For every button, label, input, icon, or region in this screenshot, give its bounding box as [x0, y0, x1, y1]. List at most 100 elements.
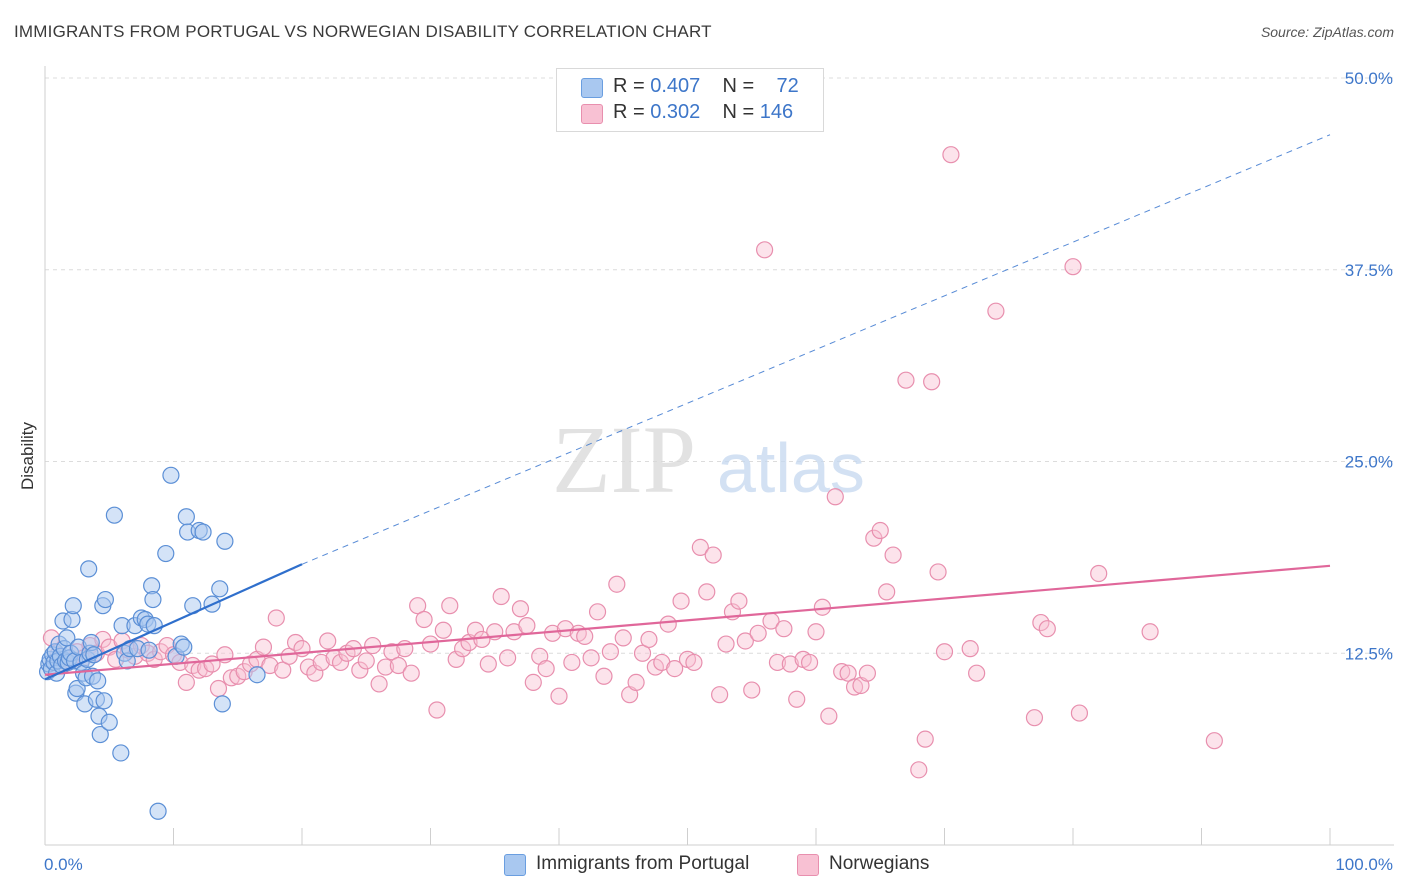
legend-label-norwegians: Norwegians: [829, 853, 930, 874]
portugal-point: [95, 692, 113, 710]
norwegians-point: [627, 673, 645, 691]
portugal-point: [216, 532, 234, 550]
norwegians-point: [910, 761, 928, 779]
legend-swatch-portugal: [504, 854, 526, 876]
portugal-point: [80, 560, 98, 578]
norwegians-point: [698, 583, 716, 601]
norwegians-point: [717, 635, 735, 653]
norwegians-point: [942, 146, 960, 164]
norwegians-point: [775, 620, 793, 638]
norwegians-point: [280, 647, 298, 665]
norwegians-point: [447, 650, 465, 668]
norwegians-point: [492, 587, 510, 606]
chart-title: IMMIGRANTS FROM PORTUGAL VS NORWEGIAN DI…: [14, 22, 712, 41]
norwegians-point: [826, 488, 844, 506]
portugal-point: [105, 506, 123, 524]
norwegians-point: [781, 655, 799, 673]
norwegians-point: [813, 598, 832, 616]
norwegians-point: [845, 678, 864, 696]
norwegians-point: [518, 617, 536, 635]
r-value-norwegians: 0.302: [650, 101, 701, 123]
norwegians-point: [768, 653, 787, 672]
tick-labels: 12.5% 25.0% 37.5% 50.0% 0.0% 100.0%: [44, 69, 1393, 874]
swatch-norwegians: [581, 104, 603, 124]
y-tick-label: 25.0%: [1345, 453, 1393, 472]
norwegians-point: [916, 730, 934, 748]
r-label: R =: [613, 101, 651, 123]
norwegians-point: [704, 546, 722, 564]
y-tick-label: 50.0%: [1345, 69, 1393, 88]
norwegians-point: [1064, 258, 1082, 276]
portugal-point: [100, 713, 118, 731]
swatch-portugal: [581, 78, 603, 98]
norwegians-point: [595, 667, 613, 685]
x-tick-label: 0.0%: [44, 855, 83, 874]
norwegians-point: [839, 664, 857, 682]
portugal-point: [194, 523, 212, 541]
norwegians-point: [254, 638, 273, 656]
norwegians-point: [312, 653, 330, 672]
source-label: Source: ZipAtlas.com: [1260, 24, 1394, 40]
n-label: N =: [722, 101, 760, 123]
norwegians-point: [389, 656, 407, 675]
norwegians-point: [755, 241, 774, 259]
norwegians-point: [479, 655, 497, 673]
norwegians-point: [274, 661, 292, 679]
norwegians-point: [736, 632, 754, 650]
norwegians-point: [1090, 564, 1108, 583]
portugal-point: [162, 466, 180, 484]
portugal-point: [213, 695, 231, 713]
norwegians-point: [563, 653, 581, 672]
y-tick-label: 12.5%: [1345, 644, 1393, 663]
norwegians-point: [633, 644, 652, 662]
norwegians-point: [923, 373, 941, 391]
norwegians-point: [691, 538, 709, 557]
portugal-point: [177, 508, 195, 526]
norwegians-point: [511, 600, 530, 618]
norwegians-point: [666, 659, 684, 678]
norwegians-point: [711, 686, 729, 704]
norwegians-point: [878, 583, 896, 601]
norwegians-point: [897, 371, 915, 389]
norwegians-point: [1141, 623, 1159, 641]
norwegians-point: [788, 690, 806, 708]
norwegians-point: [884, 546, 902, 564]
norwegians-point: [434, 621, 452, 639]
norwegians-points: [42, 146, 1223, 779]
y-axis-label: Disability: [18, 421, 37, 490]
norwegians-point: [582, 649, 600, 667]
norwegians-point: [550, 687, 568, 705]
portugal-point: [140, 641, 158, 659]
norwegians-point: [601, 643, 620, 661]
stats-box: R = 0.407 N = 72 R = 0.302 N = 146: [556, 68, 824, 132]
n-value-norwegians: 146: [759, 101, 794, 123]
norwegians-point: [929, 563, 947, 581]
y-tick-label: 37.5%: [1345, 261, 1393, 280]
norwegians-point: [685, 653, 703, 672]
norwegians-point: [402, 664, 420, 682]
norwegians-point: [415, 610, 433, 629]
norwegians-point: [807, 623, 825, 641]
norwegians-point: [871, 521, 889, 540]
norwegians-point: [1025, 709, 1044, 727]
norwegians-point: [409, 597, 427, 615]
norwegians-point: [376, 658, 395, 676]
portugal-point: [144, 590, 162, 609]
portugal-point: [96, 590, 114, 609]
norwegians-point: [299, 658, 318, 676]
watermark: ZIP atlas: [552, 406, 865, 513]
norwegians-point: [614, 629, 632, 647]
norwegians-point: [987, 302, 1005, 320]
norwegians-point: [383, 643, 401, 661]
n-label: N =: [722, 75, 760, 97]
norwegians-point: [421, 635, 440, 653]
watermark-atlas: atlas: [717, 429, 865, 507]
norwegians-point: [267, 609, 285, 627]
norwegians-point: [659, 615, 677, 633]
norwegians-point: [454, 640, 472, 658]
n-value-portugal: 72: [776, 75, 799, 97]
portugal-points: [38, 466, 266, 820]
norwegians-point: [306, 664, 324, 682]
norwegians-point: [968, 664, 986, 682]
portugal-point: [157, 544, 175, 563]
